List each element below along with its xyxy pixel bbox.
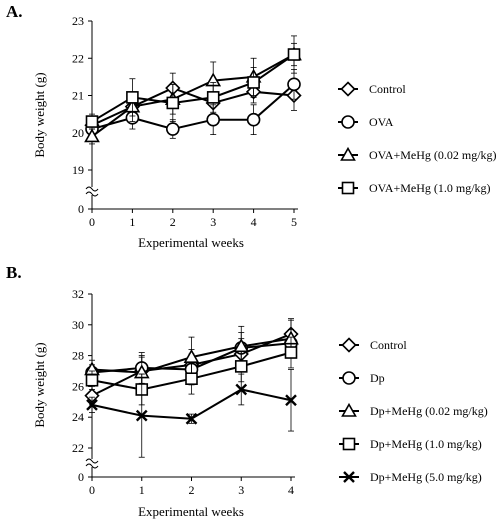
data-point [185,412,198,425]
y-tick-label: 30 [72,318,84,332]
legend-label: Dp+MeHg (5.0 mg/kg) [370,470,482,484]
data-point [247,76,260,89]
x-tick-label: 0 [89,483,95,497]
x-tick-label: 3 [238,483,244,497]
data-point [126,91,139,104]
data-point [234,360,248,373]
legend-label: Control [369,82,406,96]
series-cross [86,369,297,458]
y-tick-label: 21 [72,89,84,103]
data-point [185,372,198,386]
data-point [206,112,220,127]
panel-b-label: B. [6,263,22,282]
legend-label: OVA+MeHg (0.02 mg/kg) [369,148,497,162]
x-tick-label: 4 [288,483,294,497]
data-point [166,122,180,136]
x-tick-label: 1 [129,215,135,229]
data-point [135,409,148,422]
data-point [287,77,301,92]
data-point [84,128,100,143]
y-tick-label-zero: 0 [78,202,84,216]
x-tick-label: 4 [251,215,257,229]
y-tick-label: 23 [72,14,84,28]
legend-label: OVA+MeHg (1.0 mg/kg) [369,181,491,195]
series-circle [85,69,301,139]
y-tick-label: 32 [72,287,84,301]
legend-diamond-icon [341,337,357,353]
panel-a-ylabel: Body weight (g) [32,72,47,157]
legend-label: Dp+MeHg (1.0 mg/kg) [370,437,482,451]
x-tick-label: 2 [189,483,195,497]
panel-b-plot: 22 24 26 28 30 32 00 1 2 3 4 Control Dp Dp+MeHg (0.02… [72,287,488,497]
legend-label: Dp [370,371,385,385]
data-point [246,112,261,127]
legend-cross-icon [343,471,355,483]
legend-triangle-icon [341,402,357,417]
axis-break-icon [85,186,99,197]
legend-circle-icon [341,115,355,129]
y-tick-label: 26 [72,379,84,393]
legend-label: OVA [369,115,394,129]
series-triangle [84,319,299,389]
x-tick-label: 3 [210,215,216,229]
y-tick-label: 28 [72,349,84,363]
axis-break-icon [85,458,99,469]
data-point [166,96,180,110]
panel-b-xlabel: Experimental weeks [138,504,244,519]
x-tick-label: 5 [291,215,297,229]
y-tick-label: 24 [72,410,84,424]
y-tick-label: 22 [72,51,84,65]
legend-circle-icon [342,371,356,385]
y-tick-label-zero: 0 [78,470,84,484]
legend-label: Dp+MeHg (0.02 mg/kg) [370,404,488,418]
series-line [91,53,295,123]
legend-diamond-icon [340,81,356,97]
panel-b-ylabel: Body weight (g) [32,342,47,427]
data-point [85,115,99,128]
y-tick-label: 22 [72,441,84,455]
series-line [91,83,295,131]
series-square [85,35,301,130]
x-tick-label: 1 [139,483,145,497]
data-point [284,346,298,359]
legend-square-icon [341,181,355,195]
data-point [287,48,301,61]
legend-triangle-icon [340,146,356,161]
panel-a-xlabel: Experimental weeks [138,235,244,250]
data-point [85,373,99,387]
panel-a-label: A. [6,2,23,21]
legend-label: Control [370,338,407,352]
y-tick-label: 20 [72,126,84,140]
data-point [285,394,297,407]
x-tick-label: 2 [170,215,176,229]
data-point [183,349,200,363]
y-tick-label: 19 [72,163,84,177]
x-tick-label: 0 [89,215,95,229]
data-point [235,383,248,396]
legend-square-icon [342,437,356,451]
data-point [206,91,220,104]
data-point [86,399,98,411]
